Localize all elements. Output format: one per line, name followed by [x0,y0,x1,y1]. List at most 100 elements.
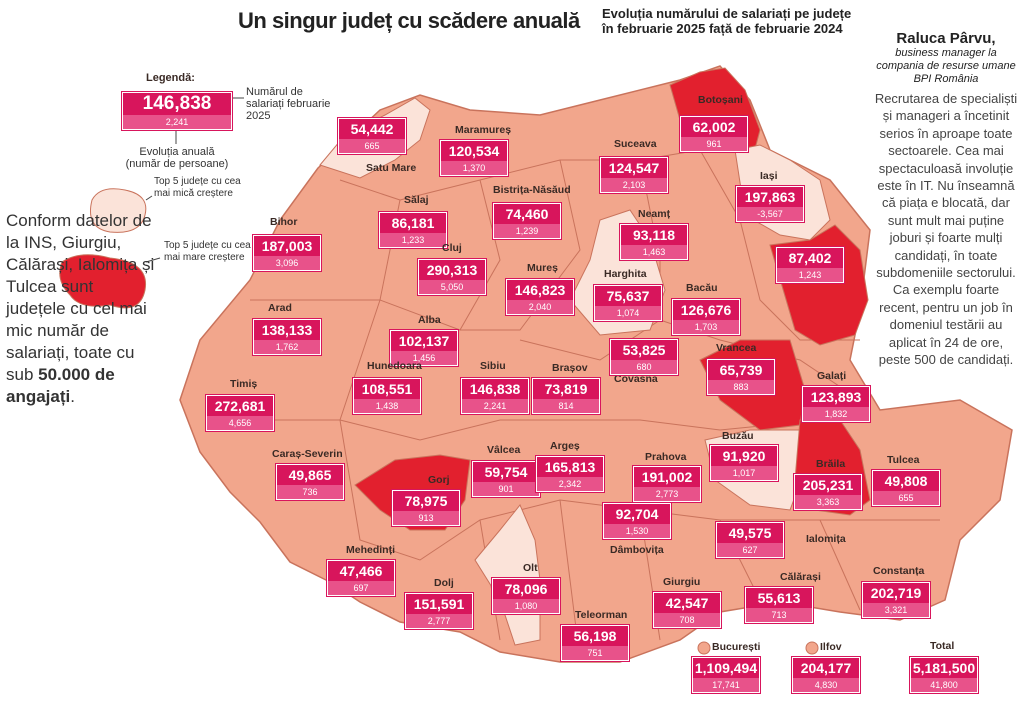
county-name: Suceava [614,138,657,150]
area-dot [805,641,819,655]
county-name: Brașov [552,362,588,374]
county-name: Covasna [614,373,658,385]
employees: 56,198 [562,626,628,646]
employees: 78,975 [393,491,459,511]
value-box: 290,313 5,050 [418,259,486,295]
county-name: Teleorman [575,609,628,621]
change: 1,080 [493,599,559,613]
change: -3,567 [737,207,803,221]
employees: 87,402 [777,248,843,268]
county-name: Iași [760,170,778,182]
value-box: 204,177 4,830 [792,657,860,693]
county-name: Hunedoara [367,360,422,372]
change: 1,370 [441,161,507,175]
employees: 49,808 [873,471,939,491]
county-name: Bihor [270,216,298,228]
employees: 151,591 [406,594,472,614]
county-name: Tulcea [887,454,920,466]
value-box: 93,118 1,463 [620,224,688,260]
county-name: Cluj [442,242,462,254]
employees: 54,442 [339,119,405,139]
change: 5,050 [419,280,485,294]
county-name: Caraș-Severin [272,448,343,460]
county-name: Prahova [645,451,687,463]
value-box: 87,402 1,243 [776,247,844,283]
employees: 146,838 [123,93,231,115]
value-box: 146,838 2,241 [461,378,529,414]
value-box: 146,838 2,241 [122,92,232,130]
employees: 75,637 [595,286,661,306]
county-name: Giurgiu [663,576,701,588]
change: 4,656 [207,416,273,430]
author-role: business manager la compania de resurse … [876,47,1016,85]
value-box: 59,754 901 [472,461,540,497]
employees: 47,466 [328,561,394,581]
employees: 191,002 [634,467,700,487]
change: 751 [562,646,628,660]
value-box: 124,547 2,103 [600,157,668,193]
value-box: 205,231 3,363 [794,474,862,510]
value-box: 53,825 680 [610,339,678,375]
county-name: Argeș [550,440,580,452]
county-name: Galați [817,370,847,382]
left-bold: 50.000 de angajați [6,365,115,406]
county-name: Harghita [604,268,647,280]
change: 961 [681,137,747,151]
county-name: Mehedinți [346,544,395,556]
total-name: București [712,641,761,653]
value-box: 1,109,494 17,741 [692,657,760,693]
employees: 124,547 [601,158,667,178]
value-box: 62,002 961 [680,116,748,152]
change: 1,463 [621,245,687,259]
employees: 165,813 [537,457,603,477]
value-box: 47,466 697 [327,560,395,596]
value-box: 5,181,500 41,800 [910,657,978,693]
county-name: Satu Mare [366,162,417,174]
employees: 93,118 [621,225,687,245]
change: 713 [746,608,812,622]
value-box: 191,002 2,773 [633,466,701,502]
employees: 92,704 [604,504,670,524]
legend-high-note: Top 5 județe cu cea mai mare creștere [164,240,251,263]
county-name: Neamț [638,208,671,220]
value-box: 272,681 4,656 [206,395,274,431]
employees: 59,754 [473,462,539,482]
county-name: Ialomița [806,533,846,545]
county-name: Dâmbovița [610,544,664,556]
legend-label: Legendă: [146,72,195,84]
change: 2,040 [507,300,573,314]
change: 1,233 [380,233,446,247]
value-box: 55,613 713 [745,587,813,623]
change: 814 [533,399,599,413]
value-box: 202,719 3,321 [862,582,930,618]
change: 3,363 [795,495,861,509]
employees: 197,863 [737,187,803,207]
change: 1,530 [604,524,670,538]
value-box: 123,893 1,832 [802,386,870,422]
legend-low-note: Top 5 județe cu cea mai mică creștere [154,176,241,199]
change: 736 [277,485,343,499]
change: 2,773 [634,487,700,501]
employees: 102,137 [391,331,457,351]
value-box: 49,808 655 [872,470,940,506]
total-name: Total [930,640,955,652]
value-box: 65,739 883 [707,359,775,395]
county-name: Sibiu [480,360,506,372]
value-box: 120,534 1,370 [440,140,508,176]
county-name: Timiș [230,378,258,390]
value-box: 92,704 1,530 [603,503,671,539]
county-border [250,179,401,301]
employees: 53,825 [611,340,677,360]
change: 1,832 [803,407,869,421]
value-box: 78,975 913 [392,490,460,526]
left-text: Conform datelor de la INS, Giurgiu, Călă… [6,211,155,384]
legend-value-note: Numărul de salariați februarie 2025 [246,86,331,122]
value-box: 165,813 2,342 [536,456,604,492]
county-name: Buzău [722,430,754,442]
county-border [379,179,501,331]
change: 2,241 [123,115,231,129]
change: 913 [393,511,459,525]
employees: 126,676 [673,300,739,320]
employees: 73,819 [533,379,599,399]
value-box: 74,460 1,239 [493,203,561,239]
